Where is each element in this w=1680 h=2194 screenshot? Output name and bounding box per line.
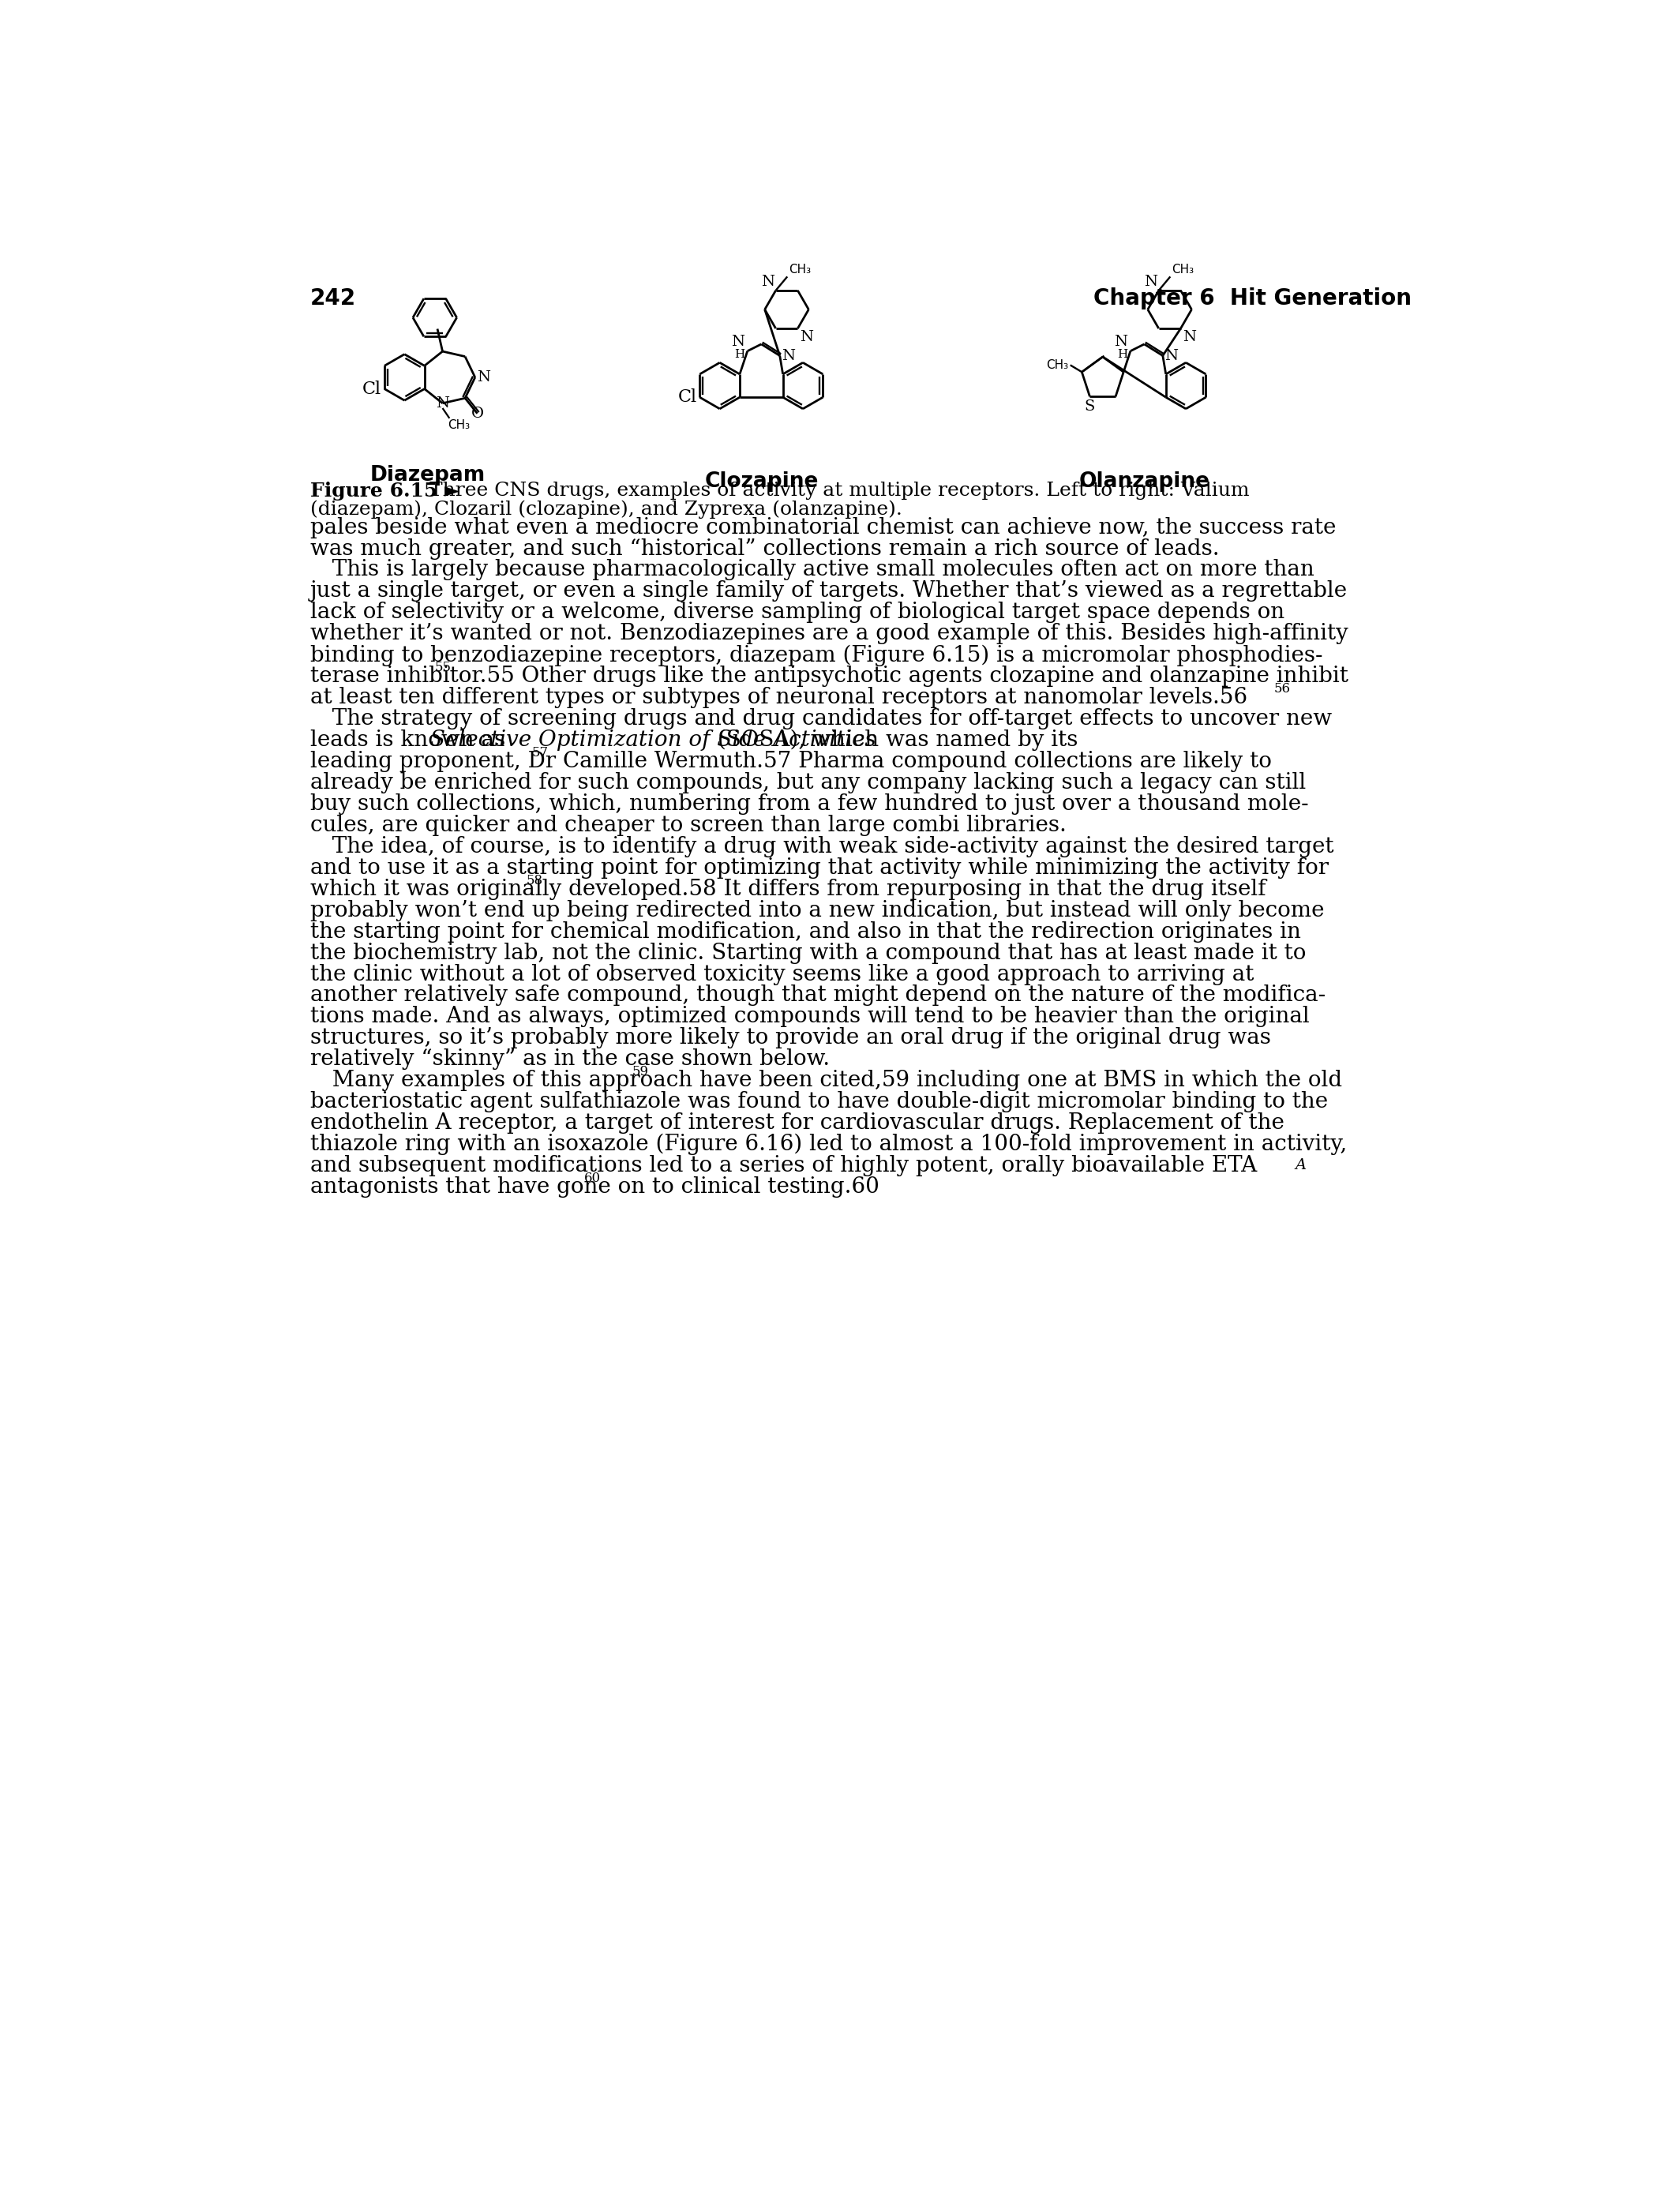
Text: and to use it as a starting point for optimizing that activity while minimizing : and to use it as a starting point for op… [311, 858, 1329, 878]
Text: binding to benzodiazepine receptors, diazepam (Figure 6.15) is a micromolar phos: binding to benzodiazepine receptors, dia… [311, 645, 1322, 667]
Text: 58: 58 [526, 873, 543, 886]
Text: N: N [1183, 331, 1196, 344]
Text: Cl: Cl [677, 388, 697, 406]
Text: S: S [1085, 399, 1095, 415]
Text: terase inhibitor.55 Other drugs like the antipsychotic agents clozapine and olan: terase inhibitor.55 Other drugs like the… [311, 665, 1349, 687]
Text: Olanzapine: Olanzapine [1079, 472, 1210, 491]
Text: probably won’t end up being redirected into a new indication, but instead will o: probably won’t end up being redirected i… [311, 900, 1324, 921]
Text: N: N [761, 274, 774, 290]
Text: another relatively safe compound, though that might depend on the nature of the : another relatively safe compound, though… [311, 985, 1326, 1007]
Text: This is largely because pharmacologically active small molecules often act on mo: This is largely because pharmacologicall… [311, 559, 1314, 581]
Text: N: N [800, 331, 813, 344]
Text: 242: 242 [311, 287, 356, 309]
Text: N: N [435, 397, 449, 410]
Text: 55: 55 [435, 660, 452, 674]
Text: relatively “skinny” as in the case shown below.: relatively “skinny” as in the case shown… [311, 1049, 830, 1071]
Text: at least ten different types or subtypes of neuronal receptors at nanomolar leve: at least ten different types or subtypes… [311, 687, 1248, 709]
Text: CH₃: CH₃ [447, 419, 470, 432]
Text: 56: 56 [1273, 682, 1290, 695]
Text: Cl: Cl [363, 380, 381, 397]
Text: H: H [734, 349, 744, 360]
Text: N: N [781, 349, 795, 362]
Text: A: A [1295, 1158, 1305, 1172]
Text: CH₃: CH₃ [1047, 360, 1068, 371]
Text: cules, are quicker and cheaper to screen than large combi libraries.: cules, are quicker and cheaper to screen… [311, 814, 1067, 836]
Text: which it was originally developed.58 It differs from repurposing in that the dru: which it was originally developed.58 It … [311, 878, 1267, 900]
Text: already be enriched for such compounds, but any company lacking such a legacy ca: already be enriched for such compounds, … [311, 772, 1305, 794]
Text: whether it’s wanted or not. Benzodiazepines are a good example of this. Besides : whether it’s wanted or not. Benzodiazepi… [311, 623, 1349, 645]
Text: Three CNS drugs, examples of activity at multiple receptors. Left to right: Vali: Three CNS drugs, examples of activity at… [417, 480, 1250, 500]
Text: and subsequent modifications led to a series of highly potent, orally bioavailab: and subsequent modifications led to a se… [311, 1154, 1257, 1176]
Text: Many examples of this approach have been cited,59 including one at BMS in which : Many examples of this approach have been… [311, 1071, 1342, 1090]
Text: 59: 59 [632, 1064, 648, 1079]
Text: Figure 6.15 ►: Figure 6.15 ► [311, 480, 460, 500]
Text: CH₃: CH₃ [1171, 263, 1194, 276]
Text: structures, so it’s probably more likely to provide an oral drug if the original: structures, so it’s probably more likely… [311, 1027, 1272, 1049]
Text: N: N [731, 336, 744, 349]
Text: was much greater, and such “historical” collections remain a rich source of lead: was much greater, and such “historical” … [311, 538, 1220, 559]
Text: the biochemistry lab, not the clinic. Starting with a compound that has at least: the biochemistry lab, not the clinic. St… [311, 941, 1305, 963]
Text: leads is known as: leads is known as [311, 731, 512, 750]
Text: Selective Optimization of Side Activities: Selective Optimization of Side Activitie… [430, 731, 877, 750]
Text: the clinic without a lot of observed toxicity seems like a good approach to arri: the clinic without a lot of observed tox… [311, 963, 1253, 985]
Text: 60: 60 [585, 1172, 600, 1185]
Text: Clozapine: Clozapine [704, 472, 818, 491]
Text: lack of selectivity or a welcome, diverse sampling of biological target space de: lack of selectivity or a welcome, divers… [311, 601, 1285, 623]
Text: antagonists that have gone on to clinical testing.60: antagonists that have gone on to clinica… [311, 1176, 879, 1198]
Text: N: N [477, 371, 491, 384]
Text: (diazepam), Clozaril (clozapine), and Zyprexa (olanzapine).: (diazepam), Clozaril (clozapine), and Zy… [311, 500, 902, 518]
Text: endothelin A receptor, a target of interest for cardiovascular drugs. Replacemen: endothelin A receptor, a target of inter… [311, 1112, 1284, 1134]
Text: thiazole ring with an isoxazole (Figure 6.16) led to almost a 100-fold improveme: thiazole ring with an isoxazole (Figure … [311, 1134, 1347, 1156]
Text: pales beside what even a mediocre combinatorial chemist can achieve now, the suc: pales beside what even a mediocre combin… [311, 518, 1336, 538]
Text: buy such collections, which, numbering from a few hundred to just over a thousan: buy such collections, which, numbering f… [311, 794, 1309, 814]
Text: The idea, of course, is to identify a drug with weak side-activity against the d: The idea, of course, is to identify a dr… [311, 836, 1334, 858]
Text: N: N [1114, 336, 1127, 349]
Text: leading proponent, Dr Camille Wermuth.57 Pharma compound collections are likely : leading proponent, Dr Camille Wermuth.57… [311, 750, 1272, 772]
Text: Diazepam: Diazepam [370, 465, 486, 485]
Text: tions made. And as always, optimized compounds will tend to be heavier than the : tions made. And as always, optimized com… [311, 1007, 1309, 1027]
Text: CH₃: CH₃ [788, 263, 811, 276]
Text: H: H [1117, 349, 1127, 360]
Text: bacteriostatic agent sulfathiazole was found to have double-digit micromolar bin: bacteriostatic agent sulfathiazole was f… [311, 1090, 1327, 1112]
Text: O: O [470, 406, 484, 421]
Text: the starting point for chemical modification, and also in that the redirection o: the starting point for chemical modifica… [311, 921, 1300, 943]
Text: Chapter 6  Hit Generation: Chapter 6 Hit Generation [1094, 287, 1411, 309]
Text: (SOSA), which was named by its: (SOSA), which was named by its [711, 731, 1077, 750]
Text: 57: 57 [533, 746, 549, 759]
Text: N: N [1164, 349, 1178, 362]
Text: The strategy of screening drugs and drug candidates for off-target effects to un: The strategy of screening drugs and drug… [311, 709, 1332, 731]
Text: N: N [1144, 274, 1158, 290]
Text: just a single target, or even a single family of targets. Whether that’s viewed : just a single target, or even a single f… [311, 581, 1347, 601]
